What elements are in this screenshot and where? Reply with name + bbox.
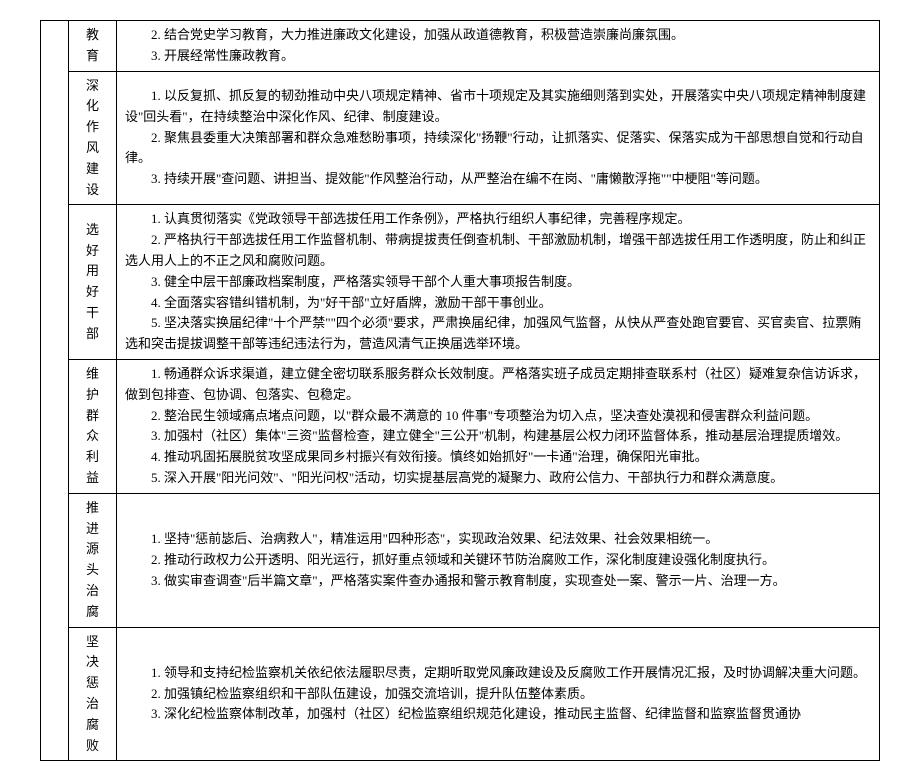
left-spacer bbox=[41, 21, 69, 761]
section-content: 1. 领导和支持纪检监察机关依纪依法履职尽责，定期听取党风廉政建设及反腐败工作开… bbox=[117, 627, 880, 761]
section-content: 1. 认真贯彻落实《党政领导干部选拔任用工作条例》，严格执行组织人事纪律，完善程… bbox=[117, 205, 880, 360]
content-line: 1. 认真贯彻落实《党政领导干部选拔任用工作条例》，严格执行组织人事纪律，完善程… bbox=[125, 209, 871, 230]
section-content: 1. 畅通群众诉求渠道，建立健全密切联系服务群众长效制度。严格落实班子成员定期排… bbox=[117, 359, 880, 493]
content-line: 3. 健全中层干部廉政档案制度，严格落实领导干部个人重大事项报告制度。 bbox=[125, 272, 871, 293]
content-line: 2. 聚焦县委重大决策部署和群众急难愁盼事项，持续深化"扬鞭"行动，让抓落实、促… bbox=[125, 128, 871, 170]
content-line: 1. 领导和支持纪检监察机关依纪依法履职尽责，定期听取党风廉政建设及反腐败工作开… bbox=[125, 663, 871, 684]
content-line: 2. 整治民生领域痛点堵点问题，以"群众最不满意的 10 件事"专项整治为切入点… bbox=[125, 406, 871, 427]
section-content: 1. 以反复抓、抓反复的韧劲推动中央八项规定精神、省市十项规定及其实施细则落到实… bbox=[117, 71, 880, 205]
content-line: 2. 推动行政权力公开透明、阳光运行，抓好重点领域和关键环节防治腐败工作，深化制… bbox=[125, 550, 871, 571]
content-line: 5. 坚决落实换届纪律"十个严禁""四个必须"要求，严肃换届纪律，加强风气监督，… bbox=[125, 313, 871, 355]
section-label: 坚决惩治腐败 bbox=[69, 627, 117, 761]
content-line: 1. 坚持"惩前毖后、治病救人"，精准运用"四种形态"，实现政治效果、纪法效果、… bbox=[125, 529, 871, 550]
policy-table: 教育 2. 结合党史学习教育，大力推进廉政文化建设，加强从政道德教育，积极营造崇廉… bbox=[40, 20, 880, 761]
section-content: 2. 结合党史学习教育，大力推进廉政文化建设，加强从政道德教育，积极营造崇廉尚廉… bbox=[117, 21, 880, 72]
content-line: 3. 深化纪检监察体制改革，加强村（社区）纪检监察组织规范化建设，推动民主监督、… bbox=[125, 704, 871, 725]
content-line: 2. 加强镇纪检监察组织和干部队伍建设，加强交流培训，提升队伍整体素质。 bbox=[125, 684, 871, 705]
section-label: 推进源头治腐 bbox=[69, 493, 117, 627]
content-line: 4. 推动巩固拓展脱贫攻坚成果同乡村振兴有效衔接。慎终如始抓好"一卡通"治理，确… bbox=[125, 447, 871, 468]
content-line: 2. 严格执行干部选拔任用工作监督机制、带病提拔责任倒查机制、干部激励机制，增强… bbox=[125, 230, 871, 272]
content-line: 5. 深入开展"阳光问效"、"阳光问权"活动，切实提基层高党的凝聚力、政府公信力… bbox=[125, 468, 871, 489]
content-line: 4. 全面落实容错纠错机制，为"好干部"立好盾牌，激励干部干事创业。 bbox=[125, 293, 871, 314]
section-label: 深化作风建设 bbox=[69, 71, 117, 205]
content-line: 1. 以反复抓、抓反复的韧劲推动中央八项规定精神、省市十项规定及其实施细则落到实… bbox=[125, 86, 871, 128]
content-line: 3. 开展经常性廉政教育。 bbox=[125, 46, 871, 67]
content-line: 3. 持续开展"查问题、讲担当、提效能"作风整治行动，从严整治在编不在岗、"庸懒… bbox=[125, 169, 871, 190]
section-label: 维护群众利益 bbox=[69, 359, 117, 493]
content-line: 3. 加强村（社区）集体"三资"监督检查，建立健全"三公开"机制，构建基层公权力… bbox=[125, 426, 871, 447]
section-content: 1. 坚持"惩前毖后、治病救人"，精准运用"四种形态"，实现政治效果、纪法效果、… bbox=[117, 493, 880, 627]
content-line: 1. 畅通群众诉求渠道，建立健全密切联系服务群众长效制度。严格落实班子成员定期排… bbox=[125, 364, 871, 406]
section-label: 教育 bbox=[69, 21, 117, 72]
section-label: 选好用好干部 bbox=[69, 205, 117, 360]
content-line: 3. 做实审查调查"后半篇文章"，严格落实案件查办通报和警示教育制度，实现查处一… bbox=[125, 571, 871, 592]
content-line: 2. 结合党史学习教育，大力推进廉政文化建设，加强从政道德教育，积极营造崇廉尚廉… bbox=[125, 25, 871, 46]
